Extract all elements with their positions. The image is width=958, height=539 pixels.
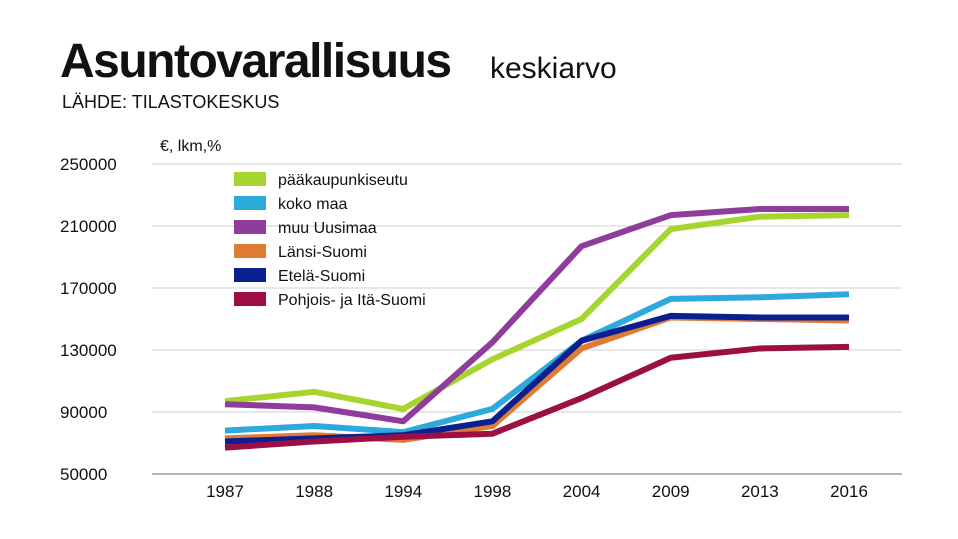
legend-label: koko maa <box>278 196 347 213</box>
x-tick-label: 1987 <box>206 482 244 501</box>
series-line-5 <box>224 343 850 451</box>
legend-swatch <box>234 172 266 186</box>
x-tick-label: 2009 <box>652 482 690 501</box>
x-tick-label: 1994 <box>384 482 422 501</box>
y-tick-label: 130000 <box>60 341 117 360</box>
y-tick-label: 170000 <box>60 279 117 298</box>
legend-swatch <box>234 268 266 282</box>
legend: pääkaupunkiseutu koko maa muu Uusimaa Länsi… <box>234 172 426 309</box>
legend-label: Etelä-Suomi <box>278 268 365 285</box>
y-axis-ticks: 50000 90000 130000 170000 210000 250000 <box>60 155 117 484</box>
legend-swatch <box>234 292 266 306</box>
y-tick-label: 50000 <box>60 465 107 484</box>
series-line-0 <box>224 212 850 412</box>
unit-label: €, lkm,% <box>160 138 221 155</box>
legend-swatch <box>234 196 266 210</box>
x-tick-label: 2013 <box>741 482 779 501</box>
x-tick-label: 2004 <box>563 482 601 501</box>
series-line-1 <box>224 291 850 436</box>
series-line-4 <box>224 312 849 445</box>
legend-label: Länsi-Suomi <box>278 244 367 261</box>
x-tick-label: 1988 <box>295 482 333 501</box>
series-line-2 <box>224 205 849 425</box>
x-axis-ticks: 1987 1988 1994 1998 2004 2009 2013 2016 <box>206 482 868 501</box>
legend-label: muu Uusimaa <box>278 220 377 237</box>
legend-label: pääkaupunkiseutu <box>278 172 408 189</box>
y-tick-label: 90000 <box>60 403 107 422</box>
source-label: LÄHDE: TILASTOKESKUS <box>62 92 280 112</box>
y-tick-label: 210000 <box>60 217 117 236</box>
y-tick-label: 250000 <box>60 155 117 174</box>
series-lines <box>224 205 850 451</box>
x-tick-label: 2016 <box>830 482 868 501</box>
legend-swatch <box>234 244 266 258</box>
chart-title: Asuntovarallisuus <box>60 35 452 88</box>
x-tick-label: 1998 <box>474 482 512 501</box>
chart-subtitle: keskiarvo <box>490 52 617 85</box>
legend-label: Pohjois- ja Itä-Suomi <box>278 292 426 309</box>
legend-swatch <box>234 220 266 234</box>
gridlines <box>152 163 902 475</box>
